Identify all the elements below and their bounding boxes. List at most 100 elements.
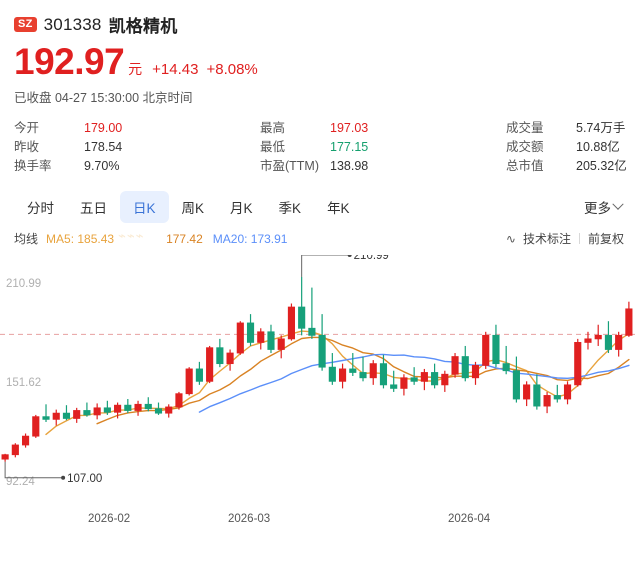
ma5-value: MA5: 185.43 xyxy=(46,231,115,246)
candle-body xyxy=(308,327,316,336)
tab-monthly-k[interactable]: 月K xyxy=(230,200,253,216)
stat-value: 9.70% xyxy=(84,158,120,173)
ma-row-label: 均线 xyxy=(14,232,39,247)
divider xyxy=(578,233,580,245)
stat-volume: 成交量 5.74万手 xyxy=(506,117,638,136)
kline-svg[interactable]: 210.99 151.62 92.24 210.99 107.00 xyxy=(0,254,638,505)
candle-body xyxy=(318,334,326,368)
y-tick-label: 151.62 xyxy=(6,377,41,389)
candle-body xyxy=(1,454,9,460)
ma-line-10 xyxy=(96,336,630,425)
market-badge: SZ xyxy=(14,16,37,33)
candle-body xyxy=(154,408,163,414)
candle-body xyxy=(62,412,71,419)
tab-weekly-k[interactable]: 周K xyxy=(181,200,205,216)
candle-body xyxy=(103,407,111,413)
candle-body xyxy=(349,368,357,373)
candle-body xyxy=(114,404,122,413)
more-periods-button[interactable]: 更多 xyxy=(584,197,624,217)
candle-body xyxy=(73,409,81,419)
stock-name: 凯格精机 xyxy=(108,17,178,36)
y-tick-label: 92.24 xyxy=(6,476,35,488)
candle-body xyxy=(553,394,561,400)
candle-body xyxy=(226,352,234,364)
candlestick-chart[interactable]: 210.99 151.62 92.24 210.99 107.00 xyxy=(0,254,638,505)
candle-body xyxy=(267,331,275,350)
more-label: 更多 xyxy=(584,200,611,216)
ma-line-5 xyxy=(45,330,630,435)
stats-column-3: 成交量 5.74万手 成交额 10.88亿 总市值 205.32亿 xyxy=(506,117,638,174)
x-tick-label: 2026-04 xyxy=(448,512,491,525)
stat-value: 138.98 xyxy=(330,158,369,173)
candle-body xyxy=(563,384,572,400)
candle-body xyxy=(42,416,50,420)
adjust-mode-button[interactable]: 前复权 xyxy=(587,232,624,247)
stat-label: 换手率 xyxy=(14,158,52,173)
candle-body xyxy=(420,371,428,382)
stats-grid: 今开 179.00 昨收 178.54 换手率 9.70% 最高 197.03 … xyxy=(0,117,638,174)
x-axis: 2026-02 2026-03 2026-04 xyxy=(0,505,638,533)
candle-body xyxy=(144,403,152,409)
candle-body xyxy=(543,394,551,407)
stat-value: 179.00 xyxy=(84,120,123,135)
stock-title-row: SZ 301338 凯格精机 xyxy=(14,12,624,37)
stats-column-1: 今开 179.00 昨收 178.54 换手率 9.70% xyxy=(14,117,260,174)
candle-body xyxy=(175,393,183,408)
y-tick-label: 210.99 xyxy=(6,278,41,290)
candle-body xyxy=(594,334,602,340)
candle-body xyxy=(21,435,30,446)
chart-options: ∿ 技术标注 前复权 xyxy=(506,230,624,247)
stat-value: 197.03 xyxy=(330,120,369,135)
stat-value: 10.88亿 xyxy=(576,139,620,154)
high-annotation: 210.99 xyxy=(301,254,389,277)
candle-body xyxy=(338,368,347,382)
tech-annotation-button[interactable]: 技术标注 xyxy=(522,232,571,247)
candle-body xyxy=(11,444,19,455)
stat-label: 昨收 xyxy=(14,139,40,154)
stat-amount: 成交额 10.88亿 xyxy=(506,136,638,155)
stat-turnover-rate: 换手率 9.70% xyxy=(14,155,260,174)
x-tick-label: 2026-03 xyxy=(228,512,271,525)
candle-body xyxy=(195,368,203,382)
candle-body xyxy=(574,341,582,385)
last-price: 192.97 xyxy=(14,41,125,82)
x-tick-label: 2026-02 xyxy=(88,512,131,525)
tab-daily-k[interactable]: 日K xyxy=(120,190,169,223)
tab-fenshi[interactable]: 分时 xyxy=(27,200,54,216)
ma-line-20 xyxy=(198,353,630,413)
candle-body xyxy=(451,355,459,375)
stat-market-cap: 总市值 205.32亿 xyxy=(506,155,638,174)
candle-body xyxy=(471,364,480,378)
candle-body xyxy=(379,362,388,385)
ma20-value: MA20: 173.91 xyxy=(212,231,288,246)
candle-body xyxy=(298,306,306,329)
stat-label: 成交量 xyxy=(506,120,544,135)
candle-body xyxy=(359,371,367,378)
tab-yearly-k[interactable]: 年K xyxy=(327,200,350,216)
stat-label: 最低 xyxy=(260,139,286,154)
candle-body xyxy=(410,377,418,382)
stat-value: 205.32亿 xyxy=(576,158,627,173)
market-status: 已收盘 04-27 15:30:00 北京时间 xyxy=(14,90,193,105)
candle-body xyxy=(584,338,592,343)
candle-body xyxy=(216,347,224,364)
wave-icon: ∿ xyxy=(505,231,516,246)
stat-low: 最低 177.15 xyxy=(260,136,506,155)
period-tabs: 分时 五日 日K 周K 月K 季K 年K 更多 xyxy=(0,187,638,227)
tab-quarterly-k[interactable]: 季K xyxy=(278,200,302,216)
candle-body xyxy=(390,384,398,389)
price-unit: 元 xyxy=(128,61,143,77)
low-annotation-label: 107.00 xyxy=(67,473,102,485)
candle-body xyxy=(523,384,531,400)
stock-code: 301338 xyxy=(43,14,102,34)
candle-body xyxy=(246,322,255,343)
candle-body xyxy=(512,370,520,400)
candle-body xyxy=(369,362,377,378)
candle-body xyxy=(287,306,296,340)
price-row: 192.97 元 +14.43 +8.08% xyxy=(14,43,624,81)
candle-body xyxy=(604,334,613,350)
candle-body xyxy=(206,347,214,382)
candle-body xyxy=(236,322,244,354)
stat-prev-close: 昨收 178.54 xyxy=(14,136,260,155)
tab-wuri[interactable]: 五日 xyxy=(80,200,107,216)
